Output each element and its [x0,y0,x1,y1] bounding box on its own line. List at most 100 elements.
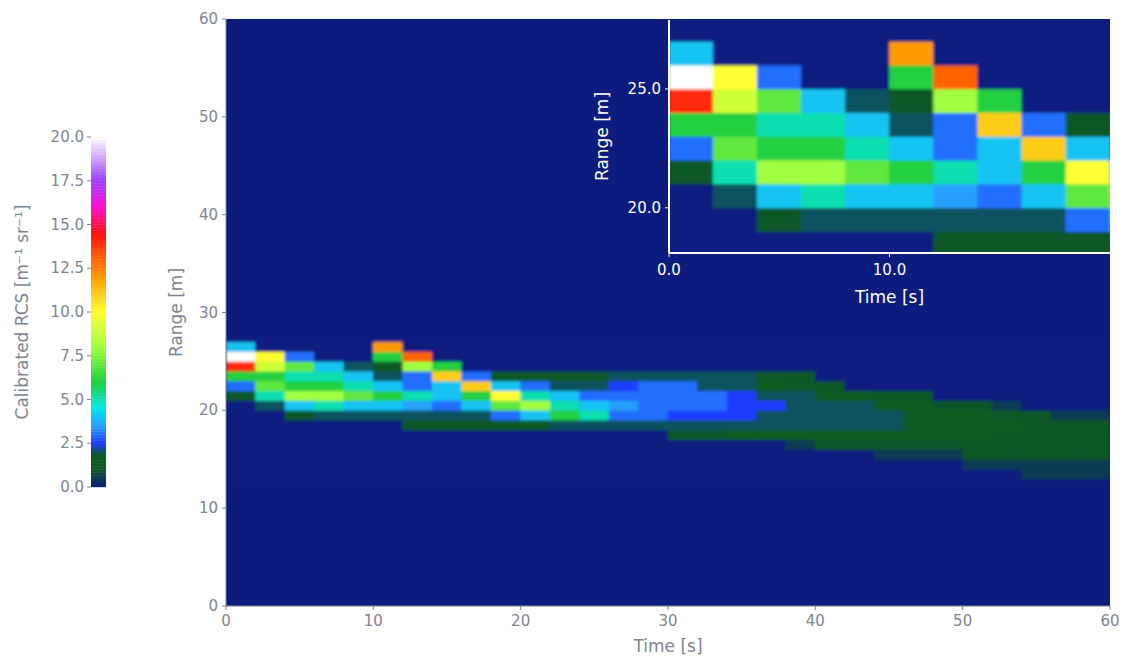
heat-cell [874,420,904,430]
heat-cell [432,371,462,381]
heat-cell [638,361,668,371]
colorbar-segment [91,376,106,379]
heat-cell [815,390,845,400]
heat-cell [815,351,845,361]
heat-cell [285,400,315,410]
colorbar-segment [91,143,106,146]
heat-cell [845,342,875,352]
heat-cell [668,479,698,489]
heat-cell [992,381,1022,391]
heat-cell [1021,390,1051,400]
heat-cell [1022,208,1067,232]
heat-cell [1080,371,1110,381]
colorbar-segment [91,265,106,268]
heat-cell [933,20,978,42]
heat-cell [491,479,521,489]
y-tick [222,606,226,607]
y-axis-title: Range [m] [166,268,186,357]
heat-cell [874,390,904,400]
colorbar-tick [87,180,91,181]
colorbar-segment [91,189,106,192]
heat-cell [255,361,285,371]
heat-cell [550,410,580,420]
heat-cell [669,208,713,232]
colorbar-segment [91,373,106,376]
heat-cell [801,231,846,253]
colorbar-segment [91,236,106,239]
heat-cell [1051,361,1081,371]
heat-cell [344,459,374,469]
colorbar-segment [91,268,106,271]
heat-cell [962,400,992,410]
heat-cell [713,89,758,113]
colorbar-segment [91,303,106,306]
heat-cell [1021,430,1051,440]
colorbar-segment [91,417,106,420]
colorbar-tick [87,224,91,225]
heat-cell [992,361,1022,371]
heat-layer [226,332,1110,489]
heat-cell [962,449,992,459]
plot-background [226,19,1110,606]
heat-cell [403,332,433,342]
heat-cell [801,208,846,232]
heat-cell [255,342,285,352]
colorbar-segment [91,358,106,361]
heat-cell [1021,332,1051,342]
x-tick-label: 50 [953,612,972,630]
heat-cell [609,381,639,391]
heat-cell [962,361,992,371]
heat-cell [874,400,904,410]
heat-cell [874,371,904,381]
colorbar-tick-label: 15.0 [51,216,84,234]
heat-cell [977,231,1022,253]
heat-cell [491,410,521,420]
heat-cell [815,420,845,430]
heat-cell [668,420,698,430]
heat-cell [550,332,580,342]
colorbar-segment [91,300,106,303]
heat-cell [314,381,344,391]
heat-cell [845,400,875,410]
heat-cell [756,459,786,469]
colorbar-segment [91,294,106,297]
heat-cell [668,400,698,410]
heat-cell [373,410,403,420]
x-tick [962,606,963,610]
heat-cell [845,479,875,489]
heat-cell [756,371,786,381]
heat-cell [933,160,978,184]
colorbar-segment [91,262,106,265]
inset-x-tick-label: 0.0 [657,261,681,279]
colorbar-segment [91,230,106,233]
heat-cell [992,469,1022,479]
colorbar-segment [91,163,106,166]
heat-cell [889,231,934,253]
heat-cell [432,351,462,361]
heat-cell [579,459,609,469]
inset-x-axis-title: Time [s] [854,287,924,307]
heat-cell [285,332,315,342]
heat-cell [992,332,1022,342]
heat-cell [373,430,403,440]
heat-cell [579,361,609,371]
heat-cell [432,381,462,391]
heat-cell [1051,381,1081,391]
heat-cell [727,381,757,391]
heat-cell [609,351,639,361]
heat-cell [520,439,550,449]
colorbar-segment [91,338,106,341]
heat-cell [520,400,550,410]
heat-cell [432,459,462,469]
heat-cell [697,469,727,479]
heat-cell [874,410,904,420]
heat-cell [1021,449,1051,459]
heat-cell [786,479,816,489]
heat-cell [962,332,992,342]
heat-cell [550,479,580,489]
x-tick [1110,606,1111,610]
heat-cell [373,469,403,479]
heat-cell [491,351,521,361]
colorbar-segment [91,475,106,478]
heat-cell [1110,136,1111,160]
